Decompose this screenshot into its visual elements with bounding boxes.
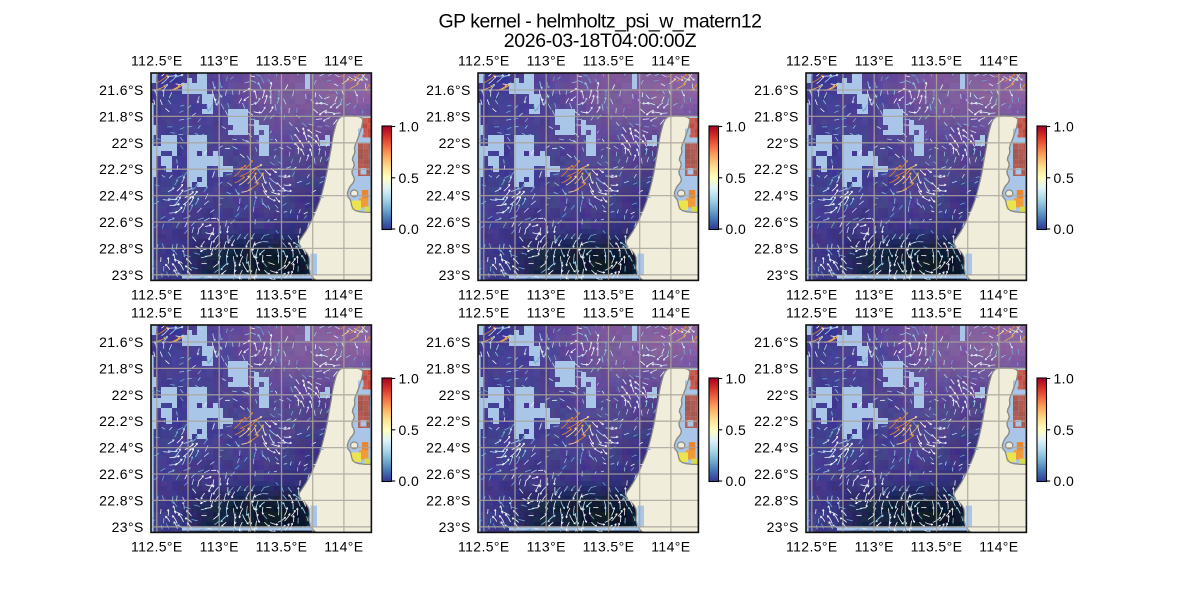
svg-text:2026-03-18T04:00:00Z: 2026-03-18T04:00:00Z bbox=[504, 30, 697, 52]
svg-text:GP kernel - helmholtz_psi_w_ma: GP kernel - helmholtz_psi_w_matern12 bbox=[438, 11, 761, 33]
